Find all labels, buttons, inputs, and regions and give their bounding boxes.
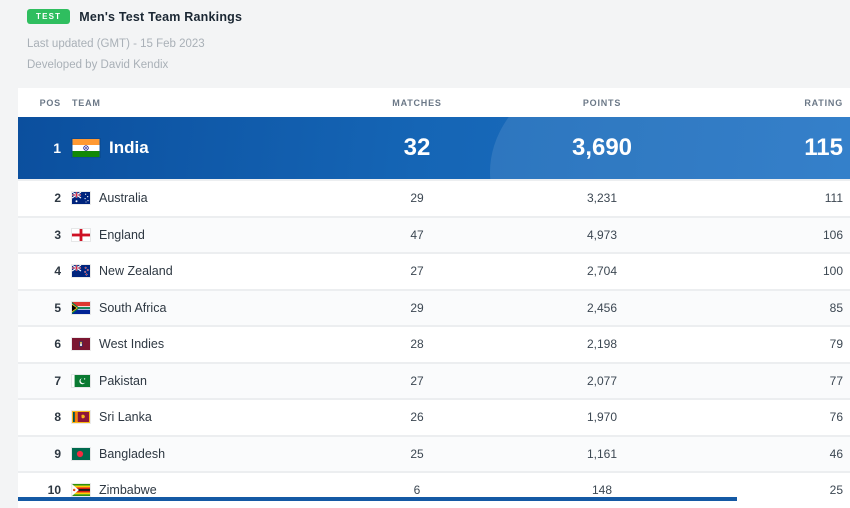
page-header: TEST Men's Test Team Rankings Last updat… bbox=[0, 0, 850, 79]
team-row-sri-lanka[interactable]: 8 Sri Lanka 26 1,970 76 bbox=[18, 398, 850, 435]
points-value: 2,456 bbox=[586, 300, 618, 315]
matches-value: 27 bbox=[410, 373, 424, 388]
position-value: 9 bbox=[54, 446, 61, 461]
india-flag bbox=[72, 139, 100, 157]
column-header-matches: MATCHES bbox=[392, 97, 442, 108]
position-value: 8 bbox=[54, 410, 61, 425]
position-value: 2 bbox=[54, 191, 61, 206]
points-value: 1,970 bbox=[586, 410, 618, 425]
bangladesh-flag bbox=[72, 447, 90, 460]
team-row-australia[interactable]: 2 Australia 29 3,231 111 bbox=[18, 179, 850, 216]
points-value: 4,973 bbox=[586, 227, 618, 242]
england-flag bbox=[72, 228, 90, 241]
team-row-south-africa[interactable]: 5 South Africa 29 2,456 85 bbox=[18, 288, 850, 325]
next-section-edge bbox=[18, 497, 737, 501]
matches-value: 25 bbox=[410, 446, 424, 461]
points-value: 2,077 bbox=[586, 373, 618, 388]
points-value: 2,704 bbox=[586, 264, 618, 279]
table-header-row: POS TEAM MATCHES POINTS RATING bbox=[18, 88, 850, 117]
developed-by-text: Developed by David Kendix bbox=[27, 58, 169, 71]
team-name: Bangladesh bbox=[99, 446, 166, 461]
team-row-pakistan[interactable]: 7 Pakistan 27 2,077 77 bbox=[18, 361, 850, 398]
team-row-england[interactable]: 3 England 47 4,973 106 bbox=[18, 215, 850, 252]
rating-value: 100 bbox=[822, 264, 843, 279]
team-name: South Africa bbox=[99, 300, 167, 315]
new-zealand-flag bbox=[71, 264, 90, 278]
zimbabwe-flag bbox=[71, 484, 90, 497]
page-title: Men's Test Team Rankings bbox=[79, 9, 243, 24]
matches-value: 27 bbox=[410, 264, 424, 279]
team-row-new-zealand[interactable]: 4 New Zealand 27 2,704 100 bbox=[18, 252, 850, 289]
matches-value: 26 bbox=[410, 410, 424, 425]
column-header-team: TEAM bbox=[72, 97, 101, 108]
matches-value: 47 bbox=[410, 227, 424, 242]
matches-value: 29 bbox=[410, 191, 424, 206]
team-name: West Indies bbox=[99, 337, 165, 352]
team-row-west-indies[interactable]: 6 West Indies 28 2,198 79 bbox=[18, 325, 850, 362]
position-value: 5 bbox=[54, 300, 61, 315]
last-updated-text: Last updated (GMT) - 15 Feb 2023 bbox=[27, 38, 205, 50]
rating-value: 106 bbox=[822, 227, 843, 242]
pakistan-flag bbox=[72, 374, 90, 387]
position-value: 3 bbox=[54, 227, 61, 242]
points-value: 2,198 bbox=[586, 337, 618, 352]
team-row-india[interactable]: 1 India 32 3,690 115 bbox=[18, 117, 850, 179]
team-name: England bbox=[99, 227, 145, 242]
matches-value: 29 bbox=[410, 300, 424, 315]
team-name: India bbox=[109, 138, 149, 157]
team-name: Sri Lanka bbox=[99, 410, 152, 425]
rating-value: 77 bbox=[829, 373, 843, 388]
test-format-badge[interactable]: TEST bbox=[27, 9, 71, 24]
rating-value: 79 bbox=[829, 337, 843, 352]
rankings-table: POS TEAM MATCHES POINTS RATING 1 India 32 3,690… bbox=[18, 88, 850, 508]
team-name: Zimbabwe bbox=[99, 483, 157, 498]
points-value: 148 bbox=[591, 483, 613, 498]
rating-value: 76 bbox=[829, 410, 843, 425]
sri-lanka-flag bbox=[72, 411, 90, 424]
table-body: 1 India 32 3,690 115 2 Australia 29 3,231 111 3 Eng… bbox=[18, 117, 850, 508]
rating-value: 25 bbox=[829, 483, 843, 498]
rating-value: 115 bbox=[804, 134, 843, 161]
points-value: 3,690 bbox=[571, 134, 633, 161]
position-value: 10 bbox=[47, 483, 61, 498]
team-name: Pakistan bbox=[99, 373, 147, 388]
column-header-rating: RATING bbox=[804, 97, 843, 108]
south-africa-flag bbox=[72, 301, 90, 314]
position-value: 4 bbox=[54, 264, 61, 279]
west-indies-flag bbox=[72, 338, 90, 351]
team-row-bangladesh[interactable]: 9 Bangladesh 25 1,161 46 bbox=[18, 434, 850, 471]
position-value: 7 bbox=[54, 373, 61, 388]
points-value: 3,231 bbox=[586, 191, 618, 206]
australia-flag bbox=[71, 191, 90, 205]
column-header-pos: POS bbox=[39, 97, 61, 108]
matches-value: 32 bbox=[403, 134, 431, 161]
matches-value: 28 bbox=[410, 337, 424, 352]
rating-value: 46 bbox=[829, 446, 843, 461]
points-value: 1,161 bbox=[586, 446, 618, 461]
team-name: New Zealand bbox=[99, 264, 173, 279]
team-row-zimbabwe[interactable]: 10 Zimbabwe 6 148 25 bbox=[18, 471, 850, 508]
rating-value: 85 bbox=[829, 300, 843, 315]
team-name: Australia bbox=[99, 191, 148, 206]
column-header-points: POINTS bbox=[582, 97, 622, 108]
matches-value: 6 bbox=[413, 483, 421, 498]
position-value: 6 bbox=[54, 337, 61, 352]
rating-value: 111 bbox=[824, 191, 843, 206]
position-value: 1 bbox=[53, 140, 61, 156]
